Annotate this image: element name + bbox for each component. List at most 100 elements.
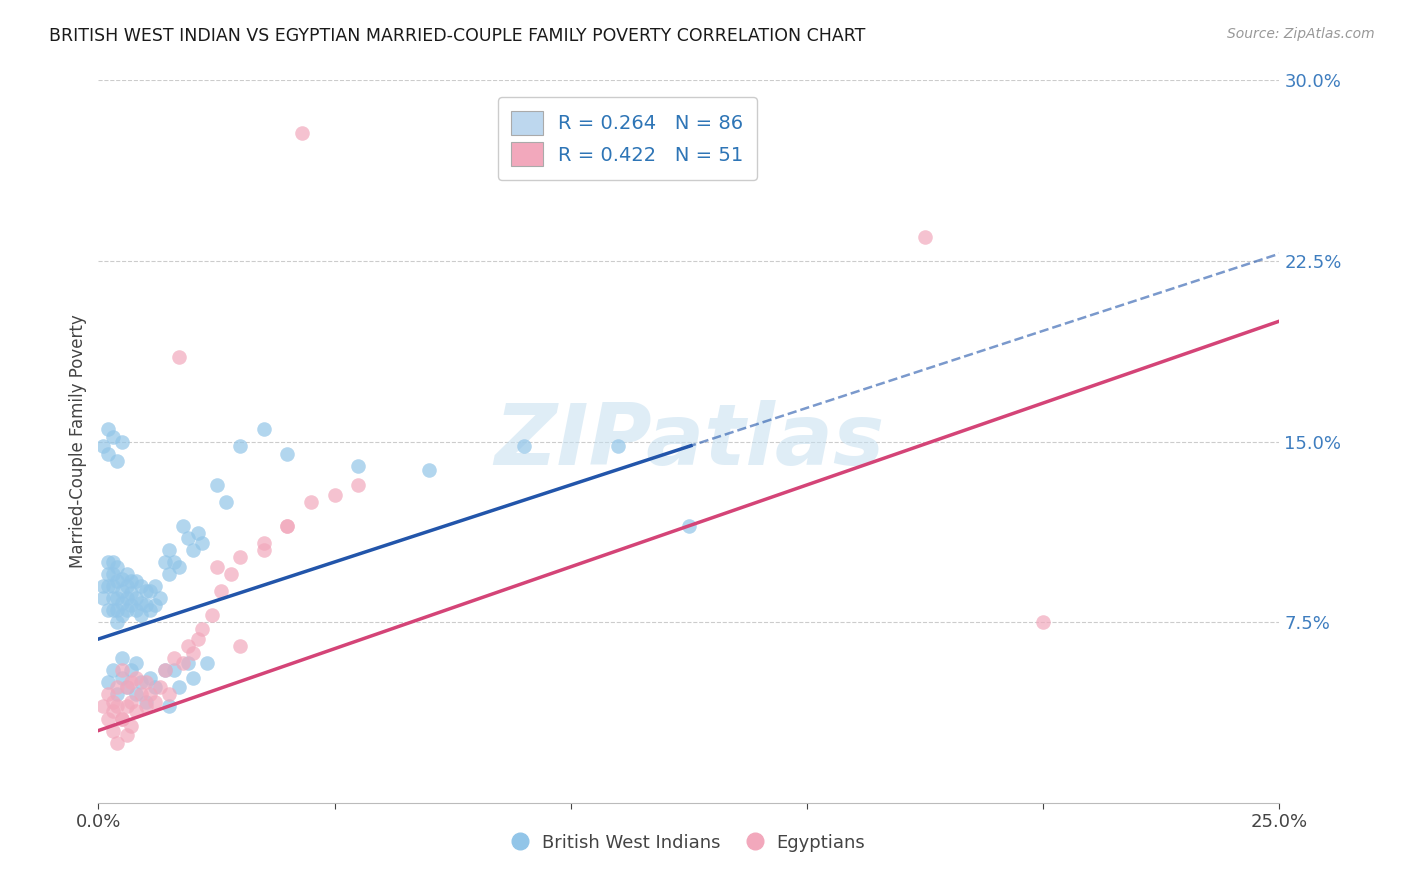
Point	[115, 728, 138, 742]
Point	[163, 664, 186, 678]
Point	[209, 583, 232, 598]
Point	[163, 555, 186, 569]
Point	[115, 567, 138, 582]
Point	[135, 699, 157, 714]
Point	[125, 603, 148, 617]
Point	[229, 550, 252, 565]
Point	[253, 422, 276, 436]
Point	[91, 699, 114, 714]
Point	[181, 542, 204, 557]
Point	[115, 680, 138, 694]
Point	[125, 591, 148, 605]
Point	[129, 579, 152, 593]
Point	[101, 603, 124, 617]
Point	[191, 623, 214, 637]
Point	[205, 559, 228, 574]
Point	[195, 656, 218, 670]
Point	[219, 567, 242, 582]
Point	[135, 695, 157, 709]
Point	[135, 675, 157, 690]
Point	[276, 518, 298, 533]
Point	[111, 712, 134, 726]
Point	[121, 719, 143, 733]
Y-axis label: Married-Couple Family Poverty: Married-Couple Family Poverty	[69, 315, 87, 568]
Point	[97, 422, 120, 436]
Point	[111, 434, 134, 449]
Point	[105, 615, 128, 630]
Point	[111, 712, 134, 726]
Point	[115, 680, 138, 694]
Point	[167, 350, 190, 364]
Point	[121, 599, 143, 613]
Point	[111, 664, 134, 678]
Point	[290, 126, 312, 140]
Point	[153, 664, 176, 678]
Point	[97, 567, 120, 582]
Point	[121, 695, 143, 709]
Point	[157, 699, 180, 714]
Point	[1032, 615, 1054, 630]
Point	[105, 687, 128, 701]
Point	[143, 599, 166, 613]
Point	[91, 579, 114, 593]
Point	[276, 518, 298, 533]
Point	[105, 735, 128, 749]
Point	[139, 687, 162, 701]
Point	[181, 647, 204, 661]
Point	[105, 591, 128, 605]
Point	[157, 542, 180, 557]
Point	[143, 695, 166, 709]
Point	[101, 704, 124, 718]
Point	[215, 494, 238, 508]
Point	[105, 559, 128, 574]
Point	[129, 687, 152, 701]
Point	[191, 535, 214, 549]
Point	[105, 574, 128, 589]
Point	[97, 603, 120, 617]
Point	[299, 494, 322, 508]
Point	[105, 603, 128, 617]
Point	[678, 518, 700, 533]
Text: BRITISH WEST INDIAN VS EGYPTIAN MARRIED-COUPLE FAMILY POVERTY CORRELATION CHART: BRITISH WEST INDIAN VS EGYPTIAN MARRIED-…	[49, 27, 866, 45]
Point	[105, 699, 128, 714]
Point	[125, 687, 148, 701]
Point	[125, 704, 148, 718]
Point	[121, 664, 143, 678]
Point	[97, 687, 120, 701]
Point	[111, 607, 134, 622]
Point	[115, 579, 138, 593]
Point	[125, 656, 148, 670]
Point	[121, 586, 143, 600]
Point	[111, 596, 134, 610]
Point	[105, 680, 128, 694]
Point	[181, 671, 204, 685]
Legend: British West Indians, Egyptians: British West Indians, Egyptians	[506, 826, 872, 859]
Point	[276, 446, 298, 460]
Point	[323, 487, 346, 501]
Point	[129, 675, 152, 690]
Point	[163, 651, 186, 665]
Point	[177, 531, 200, 545]
Point	[914, 230, 936, 244]
Point	[157, 567, 180, 582]
Point	[111, 583, 134, 598]
Point	[97, 446, 120, 460]
Point	[135, 599, 157, 613]
Point	[201, 607, 224, 622]
Point	[177, 639, 200, 653]
Point	[115, 591, 138, 605]
Point	[253, 542, 276, 557]
Point	[115, 699, 138, 714]
Point	[172, 518, 194, 533]
Point	[153, 555, 176, 569]
Point	[91, 591, 114, 605]
Point	[97, 675, 120, 690]
Point	[121, 675, 143, 690]
Point	[101, 430, 124, 444]
Point	[253, 535, 276, 549]
Point	[347, 458, 370, 473]
Point	[187, 632, 209, 646]
Point	[101, 591, 124, 605]
Point	[115, 603, 138, 617]
Point	[97, 579, 120, 593]
